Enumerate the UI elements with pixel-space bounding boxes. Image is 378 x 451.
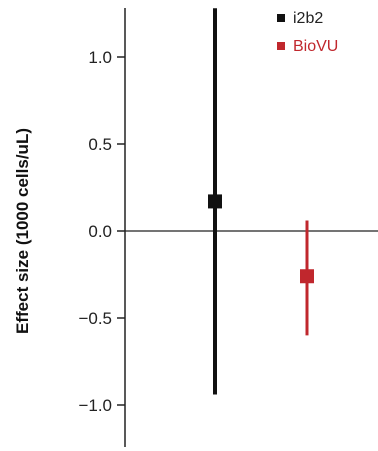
y-tick-label: 0.5 [88,135,112,154]
series-marks [208,8,314,395]
y-axis-title: Effect size (1000 cells/uL) [13,128,32,334]
legend-swatch-biovu [277,42,285,50]
y-tick-label: −1.0 [78,396,112,415]
legend-label-i2b2: i2b2 [293,10,323,27]
legend-swatch-i2b2 [277,14,285,22]
legend-label-biovu: BioVU [293,38,338,55]
y-axis-ticks: 1.0 0.5 0.0 −0.5 −1.0 [78,48,125,415]
y-tick-label: 1.0 [88,48,112,67]
y-tick-label: −0.5 [78,309,112,328]
legend: i2b2 BioVU [277,10,338,55]
point-marker-i2b2 [208,194,222,209]
y-tick-label: 0.0 [88,222,112,241]
point-marker-biovu [300,269,314,284]
